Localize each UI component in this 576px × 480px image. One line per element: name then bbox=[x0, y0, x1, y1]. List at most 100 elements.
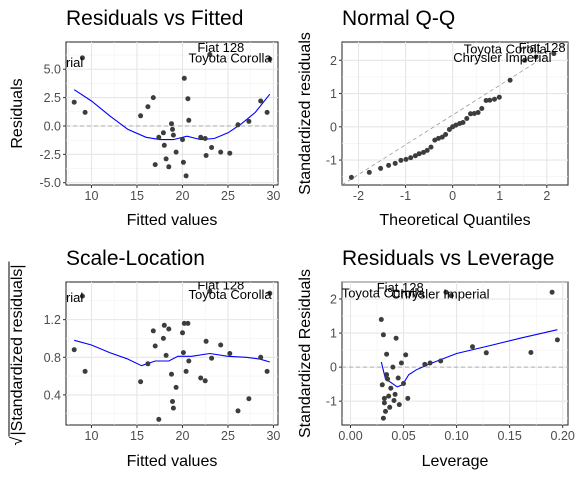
reference-line bbox=[342, 42, 568, 185]
x-tick-label: -1 bbox=[400, 189, 411, 203]
data-point bbox=[207, 52, 213, 57]
x-tick-label: 1 bbox=[496, 189, 503, 203]
data-point bbox=[427, 360, 433, 366]
x-tick-label: 10 bbox=[85, 429, 99, 443]
data-point bbox=[258, 354, 264, 360]
data-point bbox=[422, 361, 428, 367]
data-point bbox=[235, 122, 241, 128]
data-point bbox=[264, 109, 270, 115]
x-tick-label: 20 bbox=[176, 429, 190, 443]
x-axis-title: Fitted values bbox=[127, 212, 218, 229]
x-axis-title: Leverage bbox=[422, 453, 489, 470]
data-point bbox=[180, 137, 185, 143]
data-point bbox=[79, 55, 85, 61]
data-point bbox=[551, 51, 557, 57]
point-label: Chrysler Imperial bbox=[453, 50, 551, 65]
data-point bbox=[412, 153, 418, 159]
data-point bbox=[528, 350, 534, 355]
data-point bbox=[161, 142, 167, 148]
x-tick-label: 0.05 bbox=[391, 429, 415, 443]
data-point bbox=[380, 332, 386, 338]
y-axis-title: √ |Standardized residuals| bbox=[8, 261, 26, 446]
data-point bbox=[152, 343, 158, 349]
data-point bbox=[381, 395, 387, 401]
data-point bbox=[492, 96, 497, 102]
gridlines bbox=[342, 42, 568, 185]
data-point bbox=[169, 121, 174, 127]
data-point bbox=[218, 149, 224, 155]
x-tick-label: 0.00 bbox=[338, 429, 362, 443]
data-point bbox=[170, 399, 175, 404]
data-point bbox=[152, 162, 158, 168]
data-point bbox=[464, 116, 470, 121]
data-point bbox=[145, 104, 151, 110]
data-point bbox=[468, 111, 473, 117]
x-tick-label: 0.15 bbox=[497, 429, 521, 443]
data-point bbox=[470, 344, 475, 350]
data-point bbox=[203, 338, 209, 344]
y-tick-label: 2 bbox=[330, 54, 337, 68]
data-point bbox=[496, 94, 502, 100]
data-point bbox=[533, 54, 539, 60]
data-point bbox=[396, 402, 402, 408]
data-point bbox=[348, 174, 354, 180]
data-point bbox=[401, 381, 406, 386]
data-point bbox=[79, 293, 85, 299]
y-tick-label: 5.0 bbox=[44, 63, 61, 77]
data-point bbox=[403, 352, 409, 358]
data-point bbox=[246, 396, 252, 402]
data-points bbox=[71, 288, 273, 422]
data-point bbox=[380, 415, 386, 421]
x-tick-labels: 10 15 20 25 30 bbox=[85, 425, 280, 443]
y-axis-title: Standardized residuals bbox=[297, 32, 314, 195]
point-label: Fiat 128 bbox=[377, 280, 424, 295]
x-tick-label: 30 bbox=[266, 189, 280, 203]
data-point bbox=[186, 117, 192, 123]
data-point bbox=[246, 118, 252, 124]
data-point bbox=[381, 400, 387, 406]
y-tick-label: -2.5 bbox=[39, 148, 61, 162]
y-tick-labels: 0.4 0.8 1.2 bbox=[44, 313, 66, 402]
data-point bbox=[378, 165, 384, 171]
data-point bbox=[386, 393, 392, 399]
data-point bbox=[82, 109, 88, 115]
x-tick-label: 25 bbox=[221, 189, 235, 203]
sqrt-symbol: √ bbox=[9, 437, 26, 446]
data-point bbox=[180, 159, 186, 165]
data-point bbox=[405, 395, 411, 401]
y-tick-label: 2.5 bbox=[44, 91, 61, 105]
x-tick-label: 15 bbox=[130, 189, 144, 203]
point-label: Fiat 128 bbox=[197, 278, 244, 293]
data-point bbox=[267, 290, 273, 296]
x-tick-label: 0.20 bbox=[551, 429, 575, 443]
data-point bbox=[258, 98, 264, 104]
data-point bbox=[408, 155, 414, 161]
data-point bbox=[169, 371, 174, 377]
data-point bbox=[483, 350, 489, 356]
data-point bbox=[185, 96, 191, 102]
data-points bbox=[348, 51, 557, 180]
gridlines bbox=[342, 281, 568, 425]
data-point bbox=[460, 120, 466, 125]
data-point bbox=[183, 173, 189, 179]
data-point bbox=[436, 135, 441, 141]
data-point bbox=[203, 153, 209, 158]
data-point bbox=[392, 160, 398, 166]
qq-reference-line bbox=[342, 42, 568, 185]
y-tick-label: 0 bbox=[330, 120, 337, 134]
data-point bbox=[71, 99, 77, 105]
data-point bbox=[388, 385, 394, 391]
x-tick-labels: 0.00 0.05 0.10 0.15 0.20 bbox=[338, 425, 575, 443]
x-tick-label: 20 bbox=[176, 189, 190, 203]
gridlines bbox=[66, 282, 278, 425]
x-tick-label: 25 bbox=[221, 429, 235, 443]
data-point bbox=[522, 57, 528, 63]
data-point bbox=[227, 351, 233, 356]
smooth-line bbox=[380, 329, 558, 388]
data-point bbox=[170, 405, 176, 411]
x-tick-label: 0.10 bbox=[444, 429, 468, 443]
